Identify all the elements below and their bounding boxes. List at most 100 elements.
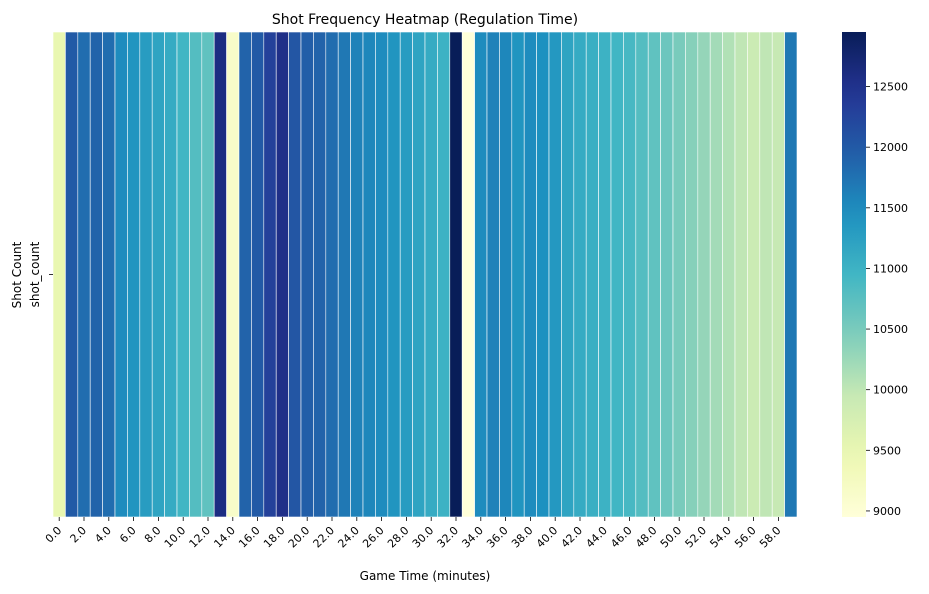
heatmap-cell [288,31,302,518]
heatmap-cell [759,31,773,518]
x-tick-label: 22.0 [311,524,338,551]
heatmap-cell [784,31,798,518]
heatmap-cell [102,31,116,518]
heatmap-cell [300,31,314,518]
heatmap-cell [275,31,289,518]
x-tick-label: 28.0 [385,524,412,551]
x-tick-label: 58.0 [757,524,784,551]
x-tick-label: 42.0 [559,524,586,551]
x-tick-label: 14.0 [211,524,238,551]
heatmap-cell [362,31,376,518]
x-tick-label: 2.0 [68,524,90,546]
x-tick-label: 30.0 [410,524,437,551]
heatmap-cell [734,31,748,518]
heatmap-cell [486,31,500,518]
heatmap-cell [573,31,587,518]
x-tick-label: 18.0 [261,524,288,551]
colorbar-gradient [842,32,866,517]
x-tick-label: 16.0 [236,524,263,551]
heatmap-cell [375,31,389,518]
x-tick-label: 40.0 [534,524,561,551]
x-tick-label: 12.0 [187,524,214,551]
x-tick-label: 56.0 [732,524,759,551]
heatmap-cell [65,31,79,518]
x-tick-label: 26.0 [360,524,387,551]
x-tick-label: 24.0 [335,524,362,551]
heatmap-cell [226,31,240,518]
heatmap-cell [412,31,426,518]
x-tick-label: 38.0 [509,524,536,551]
colorbar-tick-label: 11500 [873,202,908,215]
heatmap-cell [672,31,686,518]
x-tick-label: 0.0 [43,524,65,546]
x-axis: 0.0 2.0 4.0 6.0 8.010.012.014.016.018.020.02… [43,517,784,550]
heatmap-cell [52,31,66,518]
heatmap-cell [238,31,252,518]
y-axis-label: Shot Count [10,241,24,308]
x-tick-label: 48.0 [633,524,660,551]
heatmap-cell [213,31,227,518]
x-tick-label: 8.0 [142,524,164,546]
heatmap-cell [151,31,165,518]
x-tick-label: 46.0 [608,524,635,551]
heatmap-cell [176,31,190,518]
x-tick-label: 32.0 [435,524,462,551]
heatmap-cell [337,31,351,518]
x-tick-label: 4.0 [92,524,114,546]
heatmap-cell [610,31,624,518]
heatmap-cell [449,31,463,518]
y-axis: shot_count [28,241,53,307]
x-tick-label: 44.0 [583,524,610,551]
heatmap-cell [709,31,723,518]
heatmap-cell [77,31,91,518]
chart-title: Shot Frequency Heatmap (Regulation Time) [272,12,578,28]
x-tick-label: 54.0 [707,524,734,551]
heatmap-cell [313,31,327,518]
heatmap-cell [499,31,513,518]
x-tick-label: 6.0 [117,524,139,546]
heatmap-cell [635,31,649,518]
heatmap-cell [263,31,277,518]
x-tick-label: 52.0 [683,524,710,551]
heatmap-cell [598,31,612,518]
heatmap-cell [511,31,525,518]
heatmap-cell [251,31,265,518]
heatmap-cell [747,31,761,518]
heatmap-cell [114,31,128,518]
heatmap-cells [52,31,798,518]
heatmap-cell [424,31,438,518]
heatmap-cell [536,31,550,518]
colorbar-tick-label: 12000 [873,141,908,154]
colorbar: 9000 9500 10000 10500 11000 11500 12000 12500 [842,32,908,518]
colorbar-tick-label: 11000 [873,262,908,275]
heatmap-cell [127,31,141,518]
heatmap-cell [623,31,637,518]
colorbar-tick-label: 12500 [873,81,908,94]
x-axis-label: Game Time (minutes) [360,569,491,583]
heatmap-cell [461,31,475,518]
heatmap-cell [722,31,736,518]
heatmap-cell [387,31,401,518]
x-tick-label: 34.0 [459,524,486,551]
heatmap-cell [325,31,339,518]
heatmap-cell [164,31,178,518]
heatmap-cell [697,31,711,518]
heatmap-cell [561,31,575,518]
heatmap-cell [685,31,699,518]
heatmap-cell [523,31,537,518]
heatmap-cell [189,31,203,518]
heatmap-cell [437,31,451,518]
heatmap-cell [201,31,215,518]
colorbar-tick-label: 9500 [873,444,901,457]
heatmap-cell [771,31,785,518]
heatmap-cell [474,31,488,518]
x-tick-label: 50.0 [658,524,685,551]
heatmap-cell [585,31,599,518]
colorbar-tick-label: 9000 [873,505,901,518]
colorbar-tick-label: 10000 [873,384,908,397]
heatmap-cell [647,31,661,518]
x-tick-label: 10.0 [162,524,189,551]
x-tick-label: 20.0 [286,524,313,551]
